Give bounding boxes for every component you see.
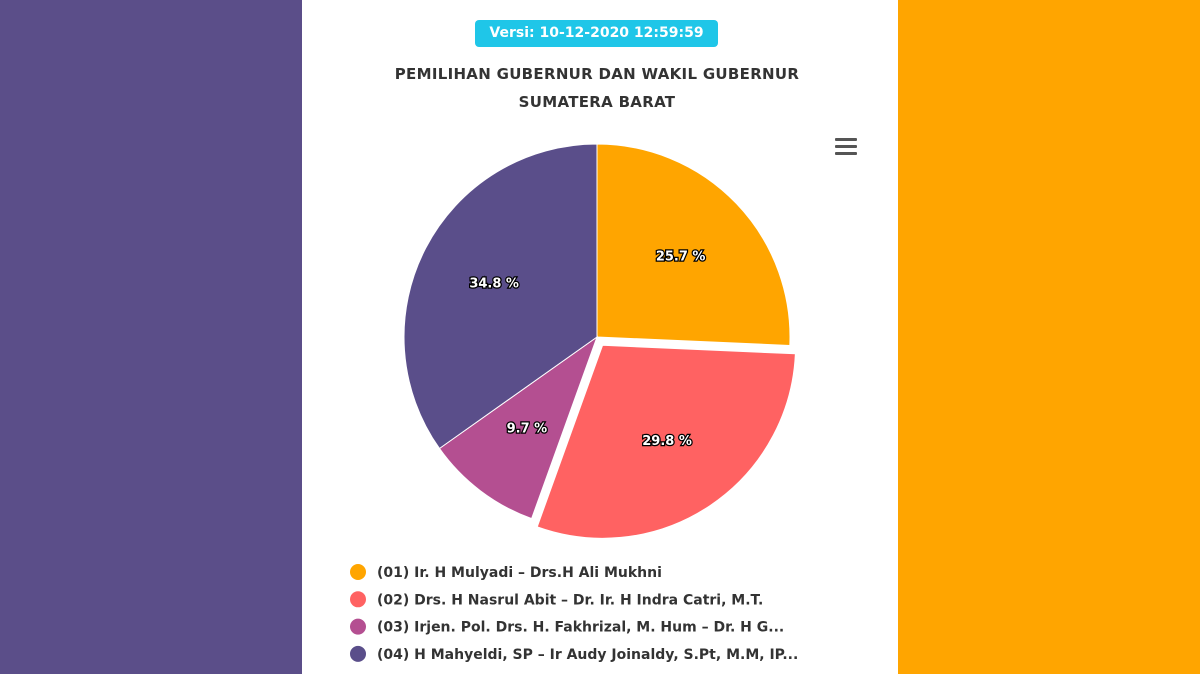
side-panel: [0, 0, 302, 674]
pie-slice: [536, 344, 796, 539]
pie-slice: [596, 143, 791, 347]
data-label: 9.7 %: [507, 422, 548, 437]
pie-slice: [438, 335, 599, 520]
pie-slice: [403, 143, 598, 450]
chart-title: PEMILIHAN GUBERNUR DAN WAKIL GUBERNUR SU…: [394, 65, 800, 111]
data-label: 34.8 %: [469, 276, 519, 291]
legend-label: (02) Drs. H Nasrul Abit – Dr. Ir. H Indr…: [377, 592, 763, 608]
legend-label: (03) Irjen. Pol. Drs. H. Fakhrizal, M. H…: [377, 620, 784, 636]
legend-marker: [350, 591, 366, 608]
legend-marker: [350, 645, 366, 662]
menu-bar: [835, 138, 857, 141]
side-panel: [898, 0, 1200, 674]
data-label: 25.7 %: [656, 249, 706, 264]
version-badge: Versi: 10-12-2020 12:59:59: [475, 20, 718, 47]
menu-bar: [835, 152, 857, 155]
legend-label: (04) H Mahyeldi, SP – Ir Audy Joinaldy, …: [377, 647, 798, 663]
legend-label: (01) Ir. H Mulyadi – Drs.H Ali Mukhni: [377, 565, 662, 581]
data-label: 29.8 %: [642, 434, 692, 449]
menu-bar: [835, 145, 857, 148]
menu-button[interactable]: [835, 138, 857, 155]
legend-marker: [350, 618, 366, 635]
legend-marker: [350, 564, 366, 580]
